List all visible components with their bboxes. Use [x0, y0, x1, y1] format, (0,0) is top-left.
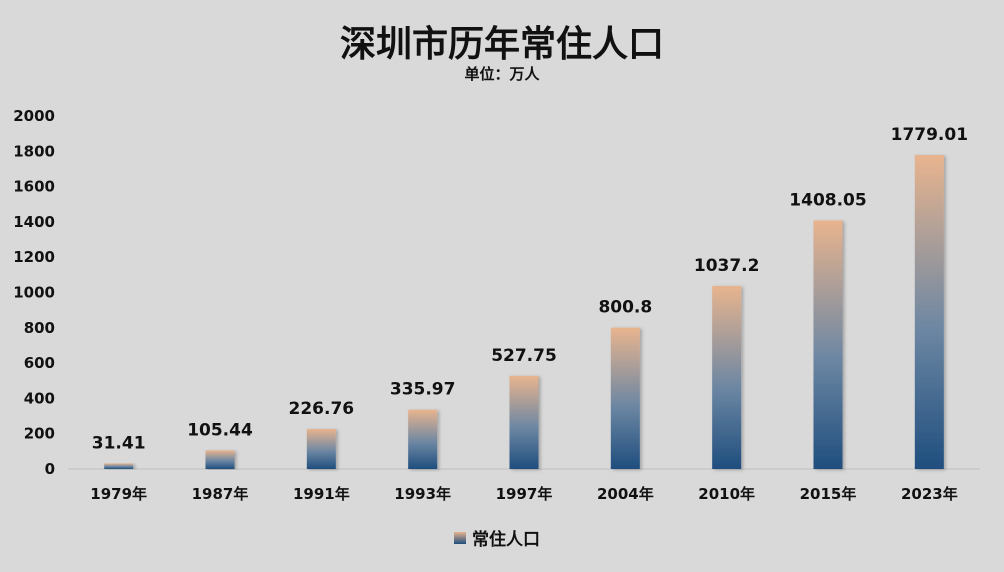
x-tick-label: 2010年: [698, 485, 755, 503]
x-tick-label: 1997年: [496, 485, 553, 503]
x-tick-label: 1987年: [192, 485, 249, 503]
data-label: 1408.05: [789, 190, 866, 210]
y-tick-label: 1600: [13, 178, 55, 196]
y-tick-label: 0: [45, 460, 55, 478]
x-tick-label: 2004年: [597, 485, 654, 503]
y-tick-label: 1800: [13, 142, 55, 160]
bar: [914, 155, 944, 469]
bar: [408, 409, 438, 469]
bar: [104, 463, 134, 469]
chart-subtitle: 单位：万人: [464, 65, 540, 83]
x-tick-label: 1979年: [90, 485, 147, 503]
y-tick-label: 600: [24, 354, 55, 372]
y-tick-label: 1000: [13, 284, 55, 302]
y-tick-label: 200: [24, 425, 55, 443]
legend: 常住人口: [454, 529, 540, 550]
x-axis: 1979年 1987年 1991年 1993年 1997年 2004年 2010年 2015年…: [90, 485, 957, 503]
y-tick-label: 400: [24, 389, 55, 407]
legend-label: 常住人口: [472, 529, 540, 550]
x-tick-label: 1991年: [293, 485, 350, 503]
bar: [610, 327, 640, 469]
data-label: 1779.01: [891, 125, 968, 145]
bar: [813, 220, 843, 469]
legend-swatch: [454, 532, 466, 544]
y-axis: 0 200 400 600 800 1000 1200 1400 1600 1800 2000: [13, 107, 55, 478]
data-label: 335.97: [390, 380, 456, 400]
y-tick-label: 1400: [13, 213, 55, 231]
chart-title: 深圳市历年常住人口: [340, 24, 664, 65]
data-label: 105.44: [187, 420, 253, 440]
x-tick-label: 2015年: [800, 485, 857, 503]
y-tick-label: 2000: [13, 107, 55, 125]
bars-group: 31.41 105.44 226.76 335.97 527.75 800.8 1037.2…: [92, 125, 968, 469]
bar: [306, 428, 336, 469]
data-label: 1037.2: [694, 256, 760, 276]
x-tick-label: 1993年: [394, 485, 451, 503]
y-tick-label: 800: [24, 319, 55, 337]
x-tick-label: 2023年: [901, 485, 958, 503]
data-label: 800.8: [598, 298, 652, 318]
bar: [712, 285, 742, 469]
data-label: 31.41: [92, 433, 146, 453]
data-label: 226.76: [289, 399, 355, 419]
y-tick-label: 1200: [13, 248, 55, 266]
bar: [205, 450, 235, 469]
data-label: 527.75: [491, 346, 557, 366]
bar: [509, 375, 539, 469]
